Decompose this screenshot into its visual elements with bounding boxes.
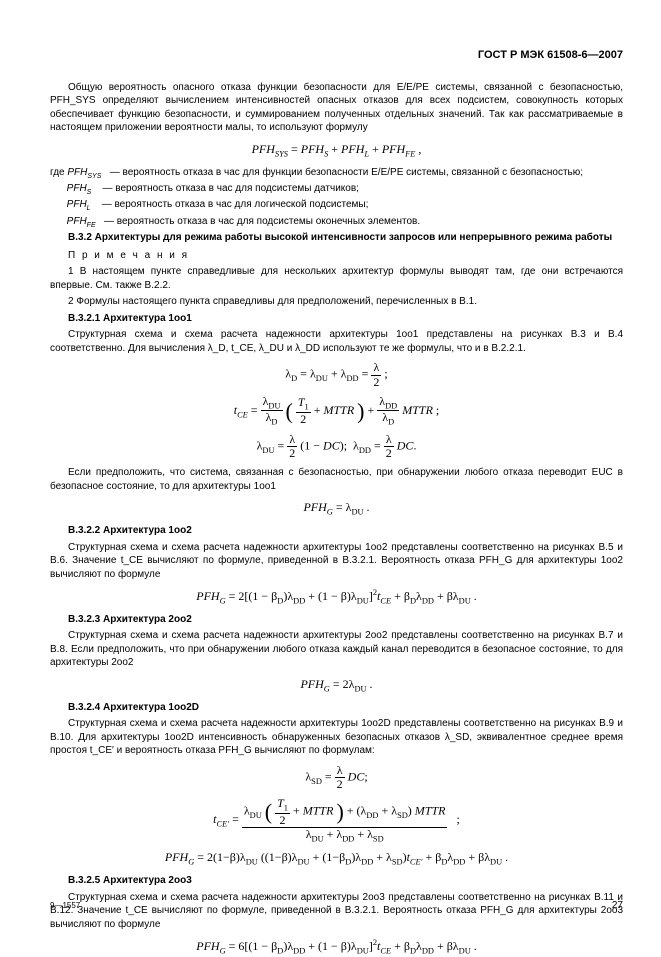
b3215-heading: B.3.2.5 Архитектура 2оо3 (50, 874, 623, 888)
b3214-heading: B.3.2.4 Архитектура 1оо2D (50, 701, 623, 715)
b3213-text: Структурная схема и схема расчета надежн… (50, 629, 623, 670)
formula-lambda-d: λD = λDU + λDD = λ2 ; (50, 361, 623, 388)
b32-heading: B.3.2 Архитектуры для режима работы высо… (50, 231, 623, 245)
formula-tce: tCE = λDUλD ( T12 + MTTR ) + λDDλD MTTR … (50, 395, 623, 427)
def-l: PFHL — вероятность отказа в час для логи… (50, 198, 623, 213)
note-1: 1 В настоящем пункте справедливые для не… (50, 265, 623, 292)
intro-paragraph: Общую вероятность опасного отказа функци… (50, 81, 623, 135)
page-number: 27 (612, 899, 623, 913)
b3214-text: Структурная схема и схема расчета надежн… (50, 717, 623, 758)
formula-2oo3: PFHG = 6[(1 − βD)λDD + (1 − β)λDU]2tCE +… (50, 937, 623, 957)
formula-lambda-du-dd: λDU = λ2 (1 − DC); λDD = λ2 DC. (50, 433, 623, 460)
def-s: PFHS — вероятность отказа в час для подс… (50, 182, 623, 197)
formula-1oo2: PFHG = 2[(1 − βD)λDD + (1 − β)λDU]2tCE +… (50, 587, 623, 607)
note-2: 2 Формулы настоящего пункта справедливы … (50, 295, 623, 309)
b3212-text: Структурная схема и схема расчета надежн… (50, 541, 623, 582)
b3215-text: Структурная схема и схема расчета надежн… (50, 891, 623, 932)
formula-pfhg-1oo1: PFHG = λDU . (50, 499, 623, 518)
formula-lambda-sd: λSD = λ2 DC; (50, 764, 623, 791)
doc-id: ГОСТ Р МЭК 61508-6—2007 (50, 48, 623, 63)
formula-pfh-sys: PFHSYS = PFHS + PFHL + PFHFE , (50, 141, 623, 160)
formula-pfhg-1oo2d: PFHG = 2(1−β)λDU ((1−β)λDU + (1−βD)λDD +… (50, 849, 623, 868)
notes-heading: П р и м е ч а н и я (68, 249, 623, 263)
intro-text: Общую вероятность опасного отказа функци… (50, 82, 623, 134)
b3212-heading: B.3.2.2 Архитектура 1оо2 (50, 524, 623, 538)
def-sys: где PFHSYS — вероятность отказа в час дл… (50, 166, 623, 181)
b3213-heading: B.3.2.3 Архитектура 2оо2 (50, 613, 623, 627)
formula-tce-prime: tCE′ = λDU ( T12 + MTTR ) + (λDD + λSD) … (50, 797, 623, 843)
after-1oo1-text: Если предположить, что система, связанна… (50, 466, 623, 493)
page: ГОСТ Р МЭК 61508-6—2007 Общую вероятност… (0, 0, 661, 936)
b3211-text: Структурная схема и схема расчета надежн… (50, 328, 623, 355)
def-fe: PFHFE — вероятность отказа в час для под… (50, 215, 623, 230)
b3211-heading: B.3.2.1 Архитектура 1оо1 (50, 312, 623, 326)
footer-left: 9—1557 (50, 901, 80, 912)
formula-2oo2: PFHG = 2λDU . (50, 676, 623, 695)
